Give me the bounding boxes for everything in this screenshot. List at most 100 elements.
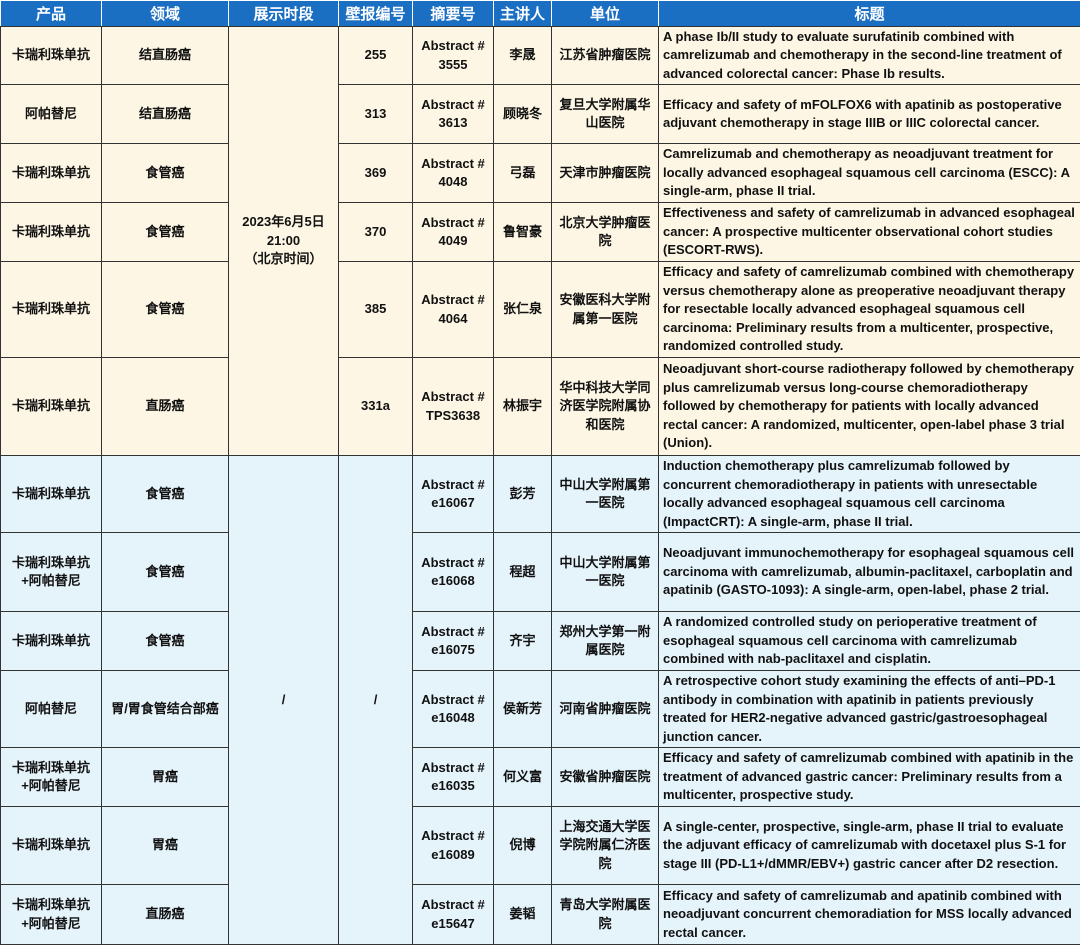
speaker-cell: 何义富 xyxy=(494,748,552,807)
speaker-cell: 弓磊 xyxy=(494,144,552,203)
product-cell: 卡瑞利珠单抗 xyxy=(1,807,102,885)
product-cell: 卡瑞利珠单抗+阿帕替尼 xyxy=(1,748,102,807)
abstract-cell: Abstract #e16048 xyxy=(413,671,494,748)
title-cell: Efficacy and safety of camrelizumab comb… xyxy=(659,262,1080,358)
title-cell: Efficacy and safety of mFOLFOX6 with apa… xyxy=(659,85,1080,144)
title-cell: Neoadjuvant short-course radiotherapy fo… xyxy=(659,358,1080,456)
speaker-cell: 林振宇 xyxy=(494,358,552,456)
product-cell: 卡瑞利珠单抗 xyxy=(1,456,102,533)
speaker-cell: 李晟 xyxy=(494,27,552,85)
abstract-cell: Abstract #e16075 xyxy=(413,612,494,671)
product-cell: 卡瑞利珠单抗 xyxy=(1,144,102,203)
product-cell: 卡瑞利珠单抗 xyxy=(1,358,102,456)
area-cell: 食管癌 xyxy=(102,144,229,203)
area-cell: 直肠癌 xyxy=(102,885,229,945)
area-cell: 结直肠癌 xyxy=(102,85,229,144)
title-cell: Efficacy and safety of camrelizumab and … xyxy=(659,885,1080,945)
header-title: 标题 xyxy=(659,1,1080,27)
header-speaker: 主讲人 xyxy=(494,1,552,27)
abstract-cell: Abstract #4049 xyxy=(413,203,494,262)
unit-cell: 郑州大学第一附属医院 xyxy=(552,612,659,671)
abstract-cell: Abstract #e16035 xyxy=(413,748,494,807)
header-unit: 单位 xyxy=(552,1,659,27)
unit-cell: 中山大学附属第一医院 xyxy=(552,533,659,612)
header-area: 领域 xyxy=(102,1,229,27)
abstract-cell: Abstract #3613 xyxy=(413,85,494,144)
product-cell: 卡瑞利珠单抗+阿帕替尼 xyxy=(1,533,102,612)
speaker-cell: 齐宇 xyxy=(494,612,552,671)
unit-cell: 复旦大学附属华山医院 xyxy=(552,85,659,144)
product-cell: 卡瑞利珠单抗 xyxy=(1,612,102,671)
poster-cell: 385 xyxy=(339,262,413,358)
product-cell: 卡瑞利珠单抗 xyxy=(1,27,102,85)
area-cell: 食管癌 xyxy=(102,612,229,671)
poster-cell: 331a xyxy=(339,358,413,456)
header-row: 产品 领域 展示时段 壁报编号 摘要号 主讲人 单位 标题 xyxy=(1,1,1080,27)
title-cell: A single-center, prospective, single-arm… xyxy=(659,807,1080,885)
speaker-cell: 程超 xyxy=(494,533,552,612)
title-cell: Neoadjuvant immunochemotherapy for esoph… xyxy=(659,533,1080,612)
poster-cell: / xyxy=(339,456,413,945)
product-cell: 卡瑞利珠单抗+阿帕替尼 xyxy=(1,885,102,945)
header-time: 展示时段 xyxy=(229,1,339,27)
title-cell: A randomized controlled study on periope… xyxy=(659,612,1080,671)
abstract-cell: Abstract #TPS3638 xyxy=(413,358,494,456)
unit-cell: 华中科技大学同济医学院附属协和医院 xyxy=(552,358,659,456)
speaker-cell: 鲁智豪 xyxy=(494,203,552,262)
abstract-cell: Abstract #e16089 xyxy=(413,807,494,885)
poster-cell: 370 xyxy=(339,203,413,262)
title-cell: Efficacy and safety of camrelizumab comb… xyxy=(659,748,1080,807)
header-abstract: 摘要号 xyxy=(413,1,494,27)
product-cell: 卡瑞利珠单抗 xyxy=(1,262,102,358)
title-cell: Induction chemotherapy plus camrelizumab… xyxy=(659,456,1080,533)
area-cell: 食管癌 xyxy=(102,533,229,612)
title-cell: A retrospective cohort study examining t… xyxy=(659,671,1080,748)
abstract-cell: Abstract #e16068 xyxy=(413,533,494,612)
abstract-cell: Abstract #e15647 xyxy=(413,885,494,945)
unit-cell: 安徽医科大学附属第一医院 xyxy=(552,262,659,358)
speaker-cell: 姜韬 xyxy=(494,885,552,945)
unit-cell: 中山大学附属第一医院 xyxy=(552,456,659,533)
poster-cell: 313 xyxy=(339,85,413,144)
abstract-cell: Abstract #3555 xyxy=(413,27,494,85)
area-cell: 食管癌 xyxy=(102,456,229,533)
unit-cell: 安徽省肿瘤医院 xyxy=(552,748,659,807)
unit-cell: 青岛大学附属医院 xyxy=(552,885,659,945)
poster-cell: 369 xyxy=(339,144,413,203)
unit-cell: 天津市肿瘤医院 xyxy=(552,144,659,203)
area-cell: 胃/胃食管结合部癌 xyxy=(102,671,229,748)
product-cell: 卡瑞利珠单抗 xyxy=(1,203,102,262)
time-cell: / xyxy=(229,456,339,945)
title-cell: Effectiveness and safety of camrelizumab… xyxy=(659,203,1080,262)
abstract-cell: Abstract #4064 xyxy=(413,262,494,358)
area-cell: 食管癌 xyxy=(102,262,229,358)
product-cell: 阿帕替尼 xyxy=(1,671,102,748)
area-cell: 胃癌 xyxy=(102,807,229,885)
header-product: 产品 xyxy=(1,1,102,27)
title-cell: A phase Ib/II study to evaluate surufati… xyxy=(659,27,1080,85)
unit-cell: 北京大学肿瘤医院 xyxy=(552,203,659,262)
speaker-cell: 张仁泉 xyxy=(494,262,552,358)
title-cell: Camrelizumab and chemotherapy as neoadju… xyxy=(659,144,1080,203)
area-cell: 结直肠癌 xyxy=(102,27,229,85)
unit-cell: 河南省肿瘤医院 xyxy=(552,671,659,748)
area-cell: 直肠癌 xyxy=(102,358,229,456)
abstract-cell: Abstract #e16067 xyxy=(413,456,494,533)
speaker-cell: 彭芳 xyxy=(494,456,552,533)
header-poster: 壁报编号 xyxy=(339,1,413,27)
